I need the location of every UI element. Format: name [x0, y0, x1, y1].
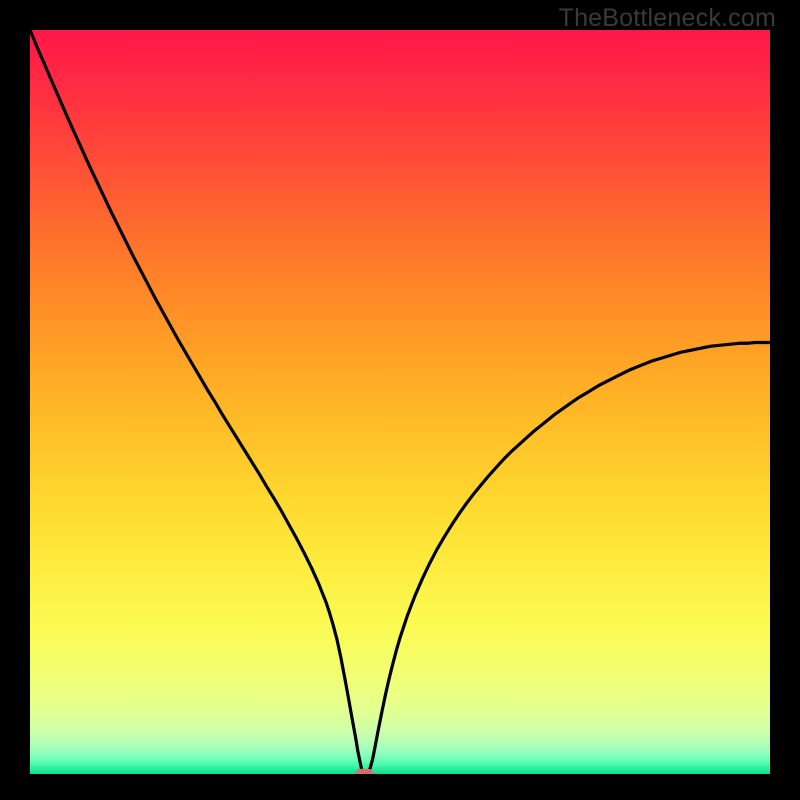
chart-stage: TheBottleneck.com	[0, 0, 800, 800]
bottleneck-chart	[0, 0, 800, 800]
gradient-background	[30, 30, 770, 774]
watermark-text: TheBottleneck.com	[559, 4, 776, 33]
plot-area	[30, 30, 770, 779]
